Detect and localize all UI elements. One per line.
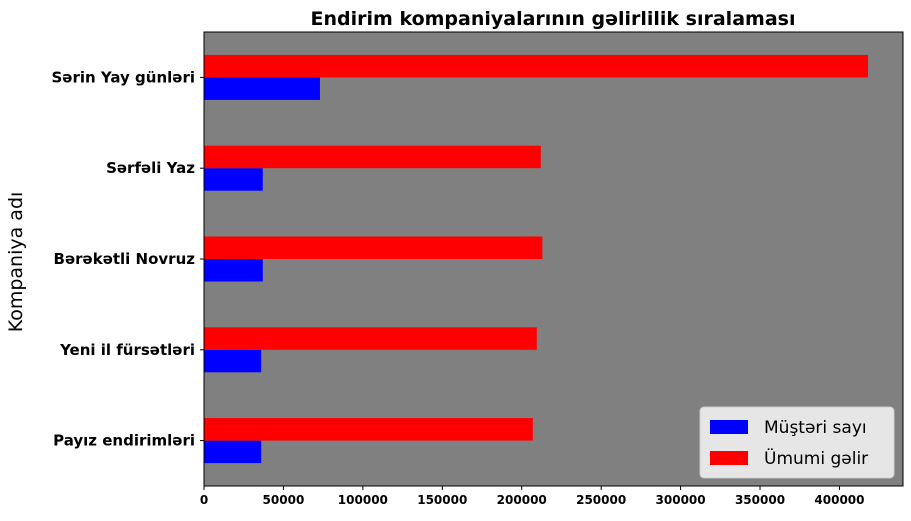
legend-label: Müştəri sayı: [764, 418, 867, 438]
x-tick-label: 200000: [497, 493, 547, 507]
category-label: Payız endirimləri: [53, 432, 195, 450]
x-tick-label: 100000: [338, 493, 388, 507]
legend-box: [699, 406, 895, 479]
x-tick-label: 250000: [576, 493, 626, 507]
chart-title: Endirim kompaniyalarının gəlirlilik sıra…: [311, 8, 796, 30]
category-label: Sərfəli Yaz: [106, 159, 195, 177]
bar-customers-2: [204, 259, 263, 282]
y-axis: Payız endirimləri Yeni il fürsətləri Bərək…: [51, 68, 204, 450]
bar-customers-3: [204, 168, 263, 191]
bar-revenue-4: [204, 54, 869, 78]
bar-customers-4: [204, 77, 320, 100]
bar-revenue-3: [204, 145, 541, 169]
bar-revenue-0: [204, 418, 533, 441]
x-tick-label: 0: [200, 493, 208, 507]
x-tick-label: 300000: [656, 493, 706, 507]
bar-customers-0: [204, 440, 262, 464]
x-tick-label: 350000: [735, 493, 785, 507]
bars-group: [204, 54, 869, 464]
legend: Müştəri sayı Ümumi gəlir: [699, 406, 895, 479]
x-tick-label: 400000: [814, 493, 864, 507]
x-tick-label: 50000: [263, 493, 305, 507]
category-label: Bərəkətli Novruz: [54, 250, 196, 268]
y-axis-label: Kompaniya adı: [5, 192, 27, 333]
legend-label: Ümumi gəlir: [764, 447, 868, 469]
bar-revenue-1: [204, 327, 537, 350]
legend-swatch: [710, 420, 748, 434]
plot-frame: [203, 31, 904, 487]
bar-revenue-2: [204, 236, 543, 259]
x-tick-label: 150000: [417, 493, 467, 507]
x-axis: 0 50000 100000 150000 200000 250000 300000 3500…: [200, 486, 865, 507]
category-label: Yeni il fürsətləri: [59, 341, 195, 359]
legend-swatch: [710, 451, 748, 465]
bar-customers-1: [204, 349, 262, 373]
category-label: Sərin Yay günləri: [51, 68, 195, 86]
